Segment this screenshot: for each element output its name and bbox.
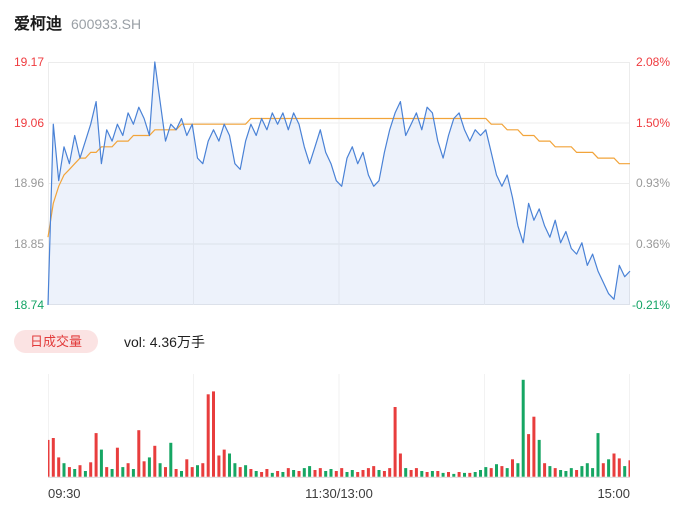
price-axis-label-high: 19.17	[14, 55, 45, 69]
price-axis-label: 19.06	[14, 116, 45, 130]
volume-grid	[48, 374, 630, 477]
time-tick-open: 09:30	[48, 486, 81, 501]
price-line	[47, 61, 631, 306]
volume-tab-badge[interactable]: 日成交量	[14, 330, 99, 353]
volume-chart[interactable]	[48, 374, 630, 478]
pct-axis-label-low: -0.21%	[631, 298, 670, 312]
avg-line	[47, 117, 630, 238]
price-axis-label: 18.85	[14, 237, 45, 251]
time-axis: 09:30 11:30/13:00 15:00	[48, 486, 630, 501]
volume-section-header: 日成交量 vol: 4.36万手	[14, 330, 205, 353]
volume-bars	[48, 379, 630, 477]
price-axis-label-low: 18.74	[14, 298, 45, 312]
time-tick-midday: 11:30/13:00	[305, 486, 373, 501]
price-chart[interactable]	[47, 61, 631, 306]
pct-axis-label-high: 2.08%	[635, 55, 670, 69]
time-tick-close: 15:00	[597, 486, 630, 501]
pct-axis-label: 1.50%	[635, 116, 670, 130]
stock-code: 600933.SH	[71, 16, 142, 32]
header: 爱柯迪 600933.SH	[14, 10, 141, 34]
stock-name: 爱柯迪	[14, 16, 63, 33]
volume-total-label: vol: 4.36万手	[124, 333, 205, 350]
price-axis-label: 18.96	[14, 176, 45, 190]
pct-axis-label: 0.36%	[635, 237, 670, 251]
pct-axis-label: 0.93%	[635, 176, 670, 190]
